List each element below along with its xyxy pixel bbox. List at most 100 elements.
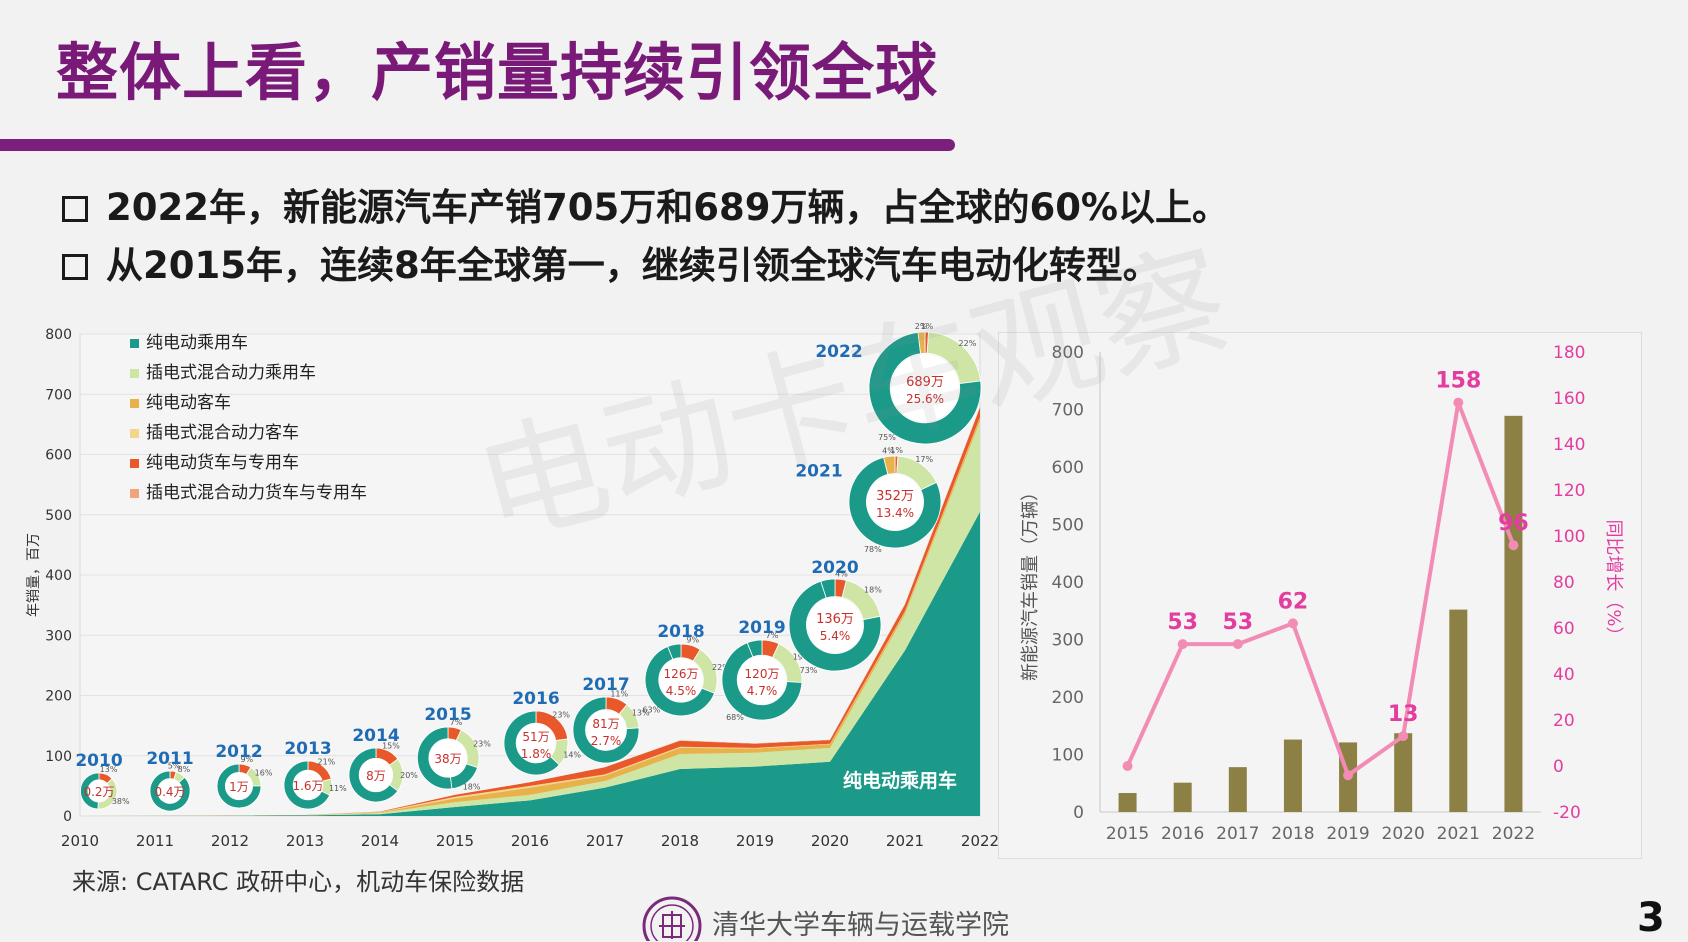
donut-segment <box>149 770 191 812</box>
donut-total-label: 38万 <box>434 752 461 766</box>
donut-total-label: 120万 <box>745 667 780 681</box>
x-tick-label: 2021 <box>886 832 924 850</box>
donut-segment <box>644 645 716 717</box>
legend-label: 插电式混合动力客车 <box>146 423 299 443</box>
donut-segment-label: 23% <box>473 739 491 748</box>
bar <box>1504 415 1523 812</box>
bullet-2-text: 从2015年，连续8年全球第一，继续引领全球汽车电动化转型。 <box>106 244 1160 287</box>
y2-tick-label: 120 <box>1553 481 1585 501</box>
x-tick-label: 2019 <box>736 832 774 850</box>
y2-axis-label: 同比增长（%） <box>1603 519 1624 644</box>
donut-year-label: 2017 <box>582 675 629 695</box>
area-series-1 <box>80 511 980 816</box>
slide-title: 整体上看，产销量持续引领全球 <box>56 36 939 109</box>
donut-segment-label: 78% <box>864 545 882 554</box>
donut-segment <box>283 760 331 810</box>
x-tick-label: 2019 <box>1326 824 1369 844</box>
legend-label: 纯电动客车 <box>146 393 231 413</box>
donut-segment <box>80 772 100 810</box>
donut-segment <box>883 455 896 475</box>
x-tick-label: 2022 <box>1492 824 1535 844</box>
y-tick-label: 600 <box>1052 458 1084 478</box>
donut-segment-label: 22% <box>959 339 977 348</box>
y-tick-label: 0 <box>63 809 72 825</box>
donut-hole <box>225 772 253 800</box>
x-tick-label: 2020 <box>811 832 849 850</box>
donut-segment-label: 21% <box>317 757 335 766</box>
y-tick-label: 500 <box>1052 516 1084 536</box>
growth-data-label: 62 <box>1278 589 1309 614</box>
y-axis-label: 新能源汽车销量（万辆） <box>1020 483 1041 681</box>
y2-tick-label: 160 <box>1553 389 1585 409</box>
donut-segment-label: 11% <box>329 784 347 793</box>
y-tick-label: 300 <box>1052 631 1084 651</box>
bar <box>1173 782 1192 812</box>
bullet-1: 2022年，新能源汽车产销705万和689万辆，占全球的60%以上。 <box>62 177 1229 231</box>
donut-segment-label: 16% <box>255 769 273 778</box>
y-tick-label: 700 <box>1052 401 1084 421</box>
x-tick-label: 2011 <box>136 832 174 850</box>
y-tick-label: 300 <box>45 628 72 644</box>
donut-hole <box>429 739 467 777</box>
donut-share-label: 1.8% <box>521 747 552 761</box>
y2-tick-label: 180 <box>1553 343 1585 363</box>
donut-total-label: 51万 <box>522 730 549 744</box>
donut-segment-label: 1% <box>921 322 934 331</box>
donut-segment-label: 9% <box>240 755 253 764</box>
university-logo-icon <box>642 896 702 941</box>
donut-segment-label: 75% <box>878 433 896 442</box>
legend-label: 纯电动货车与专用车 <box>146 453 299 473</box>
donut-share-label: 4.7% <box>747 684 778 698</box>
donut-total-label: 8万 <box>366 769 386 783</box>
y2-tick-label: 140 <box>1553 435 1585 455</box>
source-note: 来源: CATARC 政研中心，机动车保险数据 <box>72 868 525 896</box>
title-underline <box>0 139 955 151</box>
y-tick-label: 200 <box>1052 688 1084 708</box>
donut-hole <box>738 656 786 704</box>
donut-year-label: 2021 <box>795 462 842 482</box>
donut-hole <box>158 779 182 803</box>
x-tick-label: 2014 <box>361 832 399 850</box>
donut-year-label: 2022 <box>815 342 862 362</box>
y-tick-label: 100 <box>1052 746 1084 766</box>
donut-segment-label: 8% <box>178 765 191 774</box>
y-axis-label: 年销量，百万 <box>26 533 42 617</box>
bar <box>1283 739 1302 812</box>
legend-swatch <box>130 429 139 438</box>
donut-total-label: 81万 <box>592 717 619 731</box>
donut-segment <box>848 456 942 549</box>
donut-segment-label: 22% <box>712 663 730 672</box>
donut-segment-label: 73% <box>800 666 818 675</box>
y-tick-label: 800 <box>1052 343 1084 363</box>
x-tick-label: 2016 <box>1161 824 1204 844</box>
donut-segment <box>667 643 682 660</box>
donut-segment-label: 18% <box>864 585 882 594</box>
growth-data-label: 13 <box>1388 702 1419 727</box>
donut-segment-label: 7% <box>450 718 463 727</box>
donut-segment <box>868 331 982 445</box>
donut-share-label: 2.7% <box>591 734 622 748</box>
x-tick-label: 2017 <box>1216 824 1259 844</box>
x-tick-label: 2015 <box>1106 824 1149 844</box>
donut-segment-label: 23% <box>552 710 570 719</box>
donut-segment-label: 38% <box>112 797 130 806</box>
y-tick-label: 200 <box>45 689 72 705</box>
x-tick-label: 2021 <box>1437 824 1480 844</box>
donut-hole <box>359 758 393 792</box>
growth-data-label: 158 <box>1435 369 1481 394</box>
y-tick-label: 700 <box>45 387 72 403</box>
sales-area-donut-chart: 0 100 200 300 400 500 600 700 800 2010 2011 2012 201… <box>26 322 999 850</box>
donut-total-label: 352万 <box>876 489 914 504</box>
donut-year-label: 2012 <box>215 742 262 762</box>
donut-segment-label: 17% <box>915 455 933 464</box>
donut-segment-label: 4% <box>882 446 895 455</box>
x-tick-label: 2020 <box>1382 824 1425 844</box>
donut-segment-label: 4% <box>835 569 848 578</box>
bullet-2: 从2015年，连续8年全球第一，继续引领全球汽车电动化转型。 <box>62 235 1160 289</box>
growth-data-label: 53 <box>1223 610 1254 635</box>
y-tick-label: 500 <box>45 508 72 524</box>
legend-label: 插电式混合动力货车与专用车 <box>146 483 367 503</box>
growth-point <box>1398 731 1409 742</box>
y2-tick-label: 60 <box>1553 619 1575 639</box>
donut-segment-label: 13% <box>100 765 118 774</box>
